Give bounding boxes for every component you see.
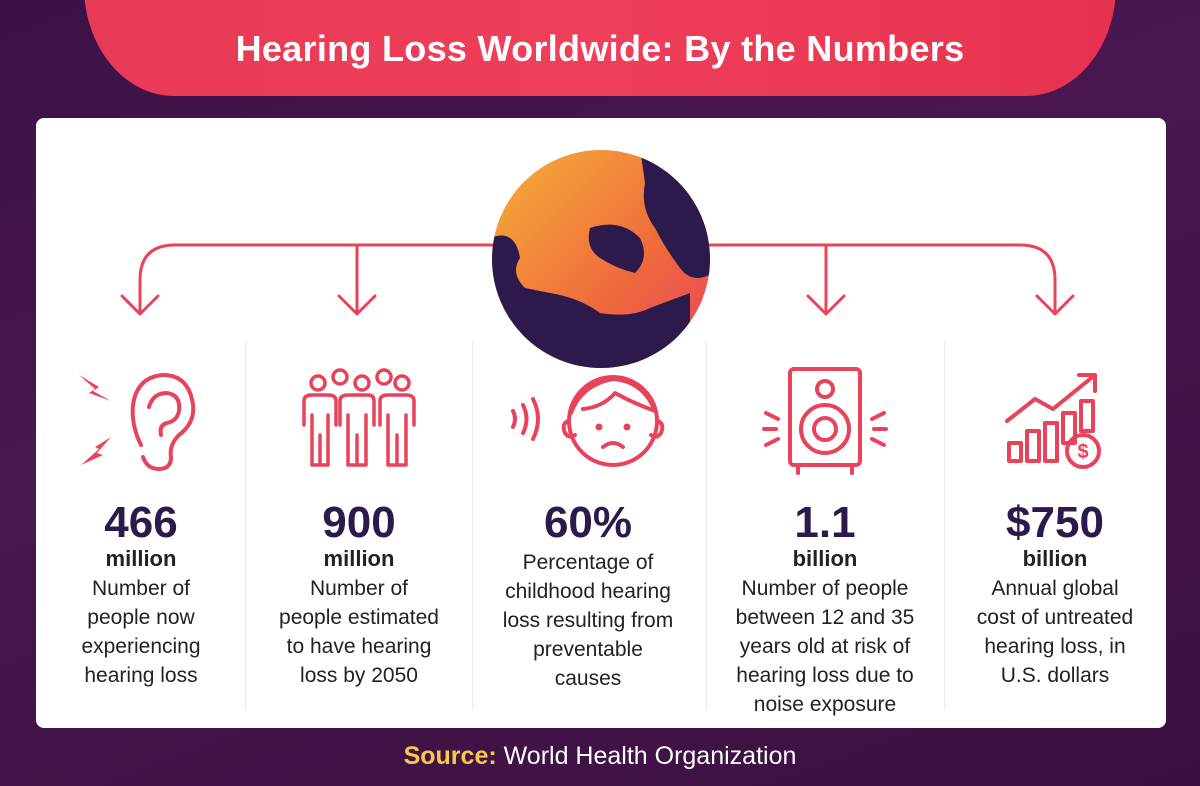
- people-group-icon: [302, 368, 416, 467]
- stat-column: 60% Percentage of childhood hearing loss…: [473, 360, 703, 693]
- divider: [472, 340, 473, 710]
- divider: [944, 340, 945, 710]
- stat-description: Number of people between 12 and 35 years…: [735, 577, 915, 716]
- rising-cost-chart-icon: $: [1005, 373, 1101, 469]
- stat-column: 1.1 billion Number of people between 12 …: [710, 360, 940, 719]
- stat-unit: million: [105, 546, 177, 571]
- stat-description: Number of people now experiencing hearin…: [81, 577, 201, 687]
- stat-number: $750: [1006, 498, 1104, 547]
- stat-unit: billion: [792, 546, 858, 571]
- connector-arrows: [120, 243, 1075, 316]
- stat-number: 60%: [543, 498, 633, 547]
- dollar-sign-icon: $: [1077, 441, 1088, 463]
- stat-description: Number of people estimated to have heari…: [279, 577, 439, 687]
- stat-unit: billion: [1022, 546, 1088, 571]
- title-banner: [84, 0, 1116, 96]
- stat-column: 900 million Number of people estimated t…: [244, 360, 474, 690]
- stat-description: Annual global cost of untreated hearing …: [976, 577, 1134, 687]
- stat-column: 466 million Number of people now experie…: [26, 360, 256, 690]
- source-text: World Health Organization: [503, 742, 797, 770]
- stat-number: 466: [104, 498, 178, 547]
- source-line: Source: World Health Organization: [0, 742, 1200, 771]
- stat-number: 900: [322, 498, 396, 547]
- source-label: Source:: [403, 742, 497, 770]
- stat-column: $ $750 billion Annual global cost of unt…: [940, 360, 1170, 690]
- page-title: Hearing Loss Worldwide: By the Numbers: [235, 28, 965, 69]
- stat-unit: million: [323, 546, 395, 571]
- stat-number: 1.1: [794, 498, 856, 547]
- globe-icon: [492, 150, 710, 368]
- stat-description: Percentage of childhood hearing loss res…: [502, 551, 674, 690]
- sad-child-icon: [511, 375, 665, 467]
- divider: [245, 340, 246, 710]
- ear-icon: [79, 373, 196, 471]
- divider: [706, 340, 707, 710]
- speaker-icon: [762, 366, 888, 475]
